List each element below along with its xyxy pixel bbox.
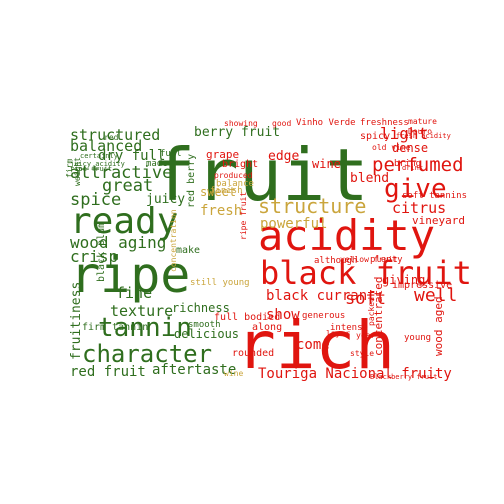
cloud-word: wine (312, 157, 341, 171)
cloud-word: balance (216, 179, 254, 189)
cloud-word: drink (402, 164, 424, 172)
cloud-word: rich (236, 307, 395, 384)
cloud-word: giving (382, 273, 425, 287)
cloud-word: dry full (98, 148, 165, 164)
cloud-word: Vinho Verde (296, 118, 356, 128)
cloud-word: richness (172, 301, 230, 315)
cloud-word: soft tannins (402, 191, 467, 201)
cloud-word: black plum (96, 222, 107, 282)
cloud-word: produced (214, 171, 253, 180)
cloud-word: delicious (174, 327, 239, 341)
cloud-word: layer (326, 329, 350, 338)
cloud-word: weight (73, 157, 82, 186)
cloud-word: black fruit (260, 254, 472, 292)
cloud-word: good (272, 119, 291, 128)
cloud-word: showing (224, 119, 258, 128)
cloud-word: packed (367, 297, 376, 326)
cloud-word: tannin (98, 313, 192, 343)
cloud-word: fine (116, 284, 152, 302)
cloud-word: balanced (70, 137, 142, 155)
cloud-word: old vine (372, 143, 411, 152)
cloud-word: juicy (146, 192, 185, 207)
cloud-word: make (176, 245, 200, 256)
cloud-word: plenty (370, 255, 403, 265)
cloud-word: blend (350, 171, 389, 186)
cloud-word: attractive (70, 163, 172, 183)
cloud-word: ripe (70, 246, 190, 304)
cloud-word: citrus (392, 199, 446, 217)
cloud-word: berry fruit (194, 125, 280, 140)
cloud-word: dense (392, 141, 428, 155)
cloud-word: year (356, 331, 375, 340)
cloud-word: rounded (232, 348, 274, 359)
cloud-word: ripe fruit (239, 192, 248, 240)
cloud-word: full (160, 149, 182, 159)
cloud-word: made (146, 159, 168, 169)
cloud-word: wine (224, 369, 243, 378)
cloud-word: spicy (360, 131, 390, 142)
cloud-word: come (296, 337, 330, 353)
cloud-word: red fruit (70, 364, 146, 380)
cloud-word: style (350, 349, 374, 358)
cloud-word: grape (206, 148, 239, 161)
cloud-word: well (414, 285, 457, 306)
cloud-word: young (404, 333, 431, 343)
cloud-word: acidity (258, 211, 435, 260)
cloud-word: bright (222, 159, 258, 170)
cloud-word: edge (268, 149, 299, 164)
cloud-word: firm (65, 159, 74, 178)
cloud-word: concentration (169, 209, 178, 272)
cloud-word: fruit (152, 133, 369, 217)
cloud-word: Douro (408, 127, 432, 136)
cloud-word: along (252, 322, 282, 333)
cloud-word: black currant (266, 288, 376, 304)
cloud-word: Blackberry fruit (370, 373, 437, 381)
cloud-word: perfumed (372, 154, 464, 176)
cloud-word: red (104, 133, 119, 142)
cloud-word: light (380, 124, 428, 143)
cloud-word: character (82, 340, 212, 368)
cloud-word: full bodied (214, 312, 280, 323)
cloud-word: firm tannin (82, 322, 148, 333)
cloud-word: give (384, 174, 447, 204)
cloud-word: Touriga Nacional fruity (258, 366, 452, 382)
cloud-word: juicy acidity (70, 160, 125, 168)
cloud-word: still young (190, 278, 250, 288)
cloud-word: aftertaste (152, 362, 236, 378)
cloud-word: concentrated (372, 277, 385, 356)
cloud-word: great (102, 176, 153, 196)
cloud-word: powerful (260, 216, 327, 232)
cloud-word: texture (110, 302, 173, 320)
cloud-word: fruitiness (69, 282, 84, 360)
cloud-word: vineyard (412, 214, 465, 227)
cloud-word: intense (330, 323, 368, 333)
cloud-word: certainly (80, 152, 118, 160)
cloud-word: mature (408, 117, 437, 126)
cloud-word: smooth (188, 320, 221, 330)
cloud-word: fresh acidity (396, 132, 451, 140)
cloud-word: spice (70, 190, 121, 210)
cloud-word: structure (258, 194, 366, 218)
cloud-word: yellow fruit (340, 255, 398, 264)
cloud-word: red berry (186, 154, 197, 208)
cloud-word: soft (345, 289, 386, 309)
cloud-word: show (266, 307, 300, 323)
cloud-word: fresh (200, 203, 242, 219)
cloud-word: impressive (392, 280, 452, 291)
cloud-word: wood aged (432, 296, 445, 356)
cloud-word: ripe fruit (70, 165, 112, 173)
cloud-word: bring (394, 159, 421, 169)
cloud-word: ready (70, 201, 178, 242)
cloud-word: structured (70, 126, 160, 144)
cloud-word: although (314, 256, 357, 266)
cloud-word: wood aging (70, 233, 166, 252)
cloud-word: freshness (360, 118, 409, 128)
cloud-word: finish (210, 186, 243, 196)
cloud-word: sweet (200, 185, 236, 199)
cloud-word: generous (302, 311, 345, 321)
cloud-word: crisp (70, 247, 118, 266)
